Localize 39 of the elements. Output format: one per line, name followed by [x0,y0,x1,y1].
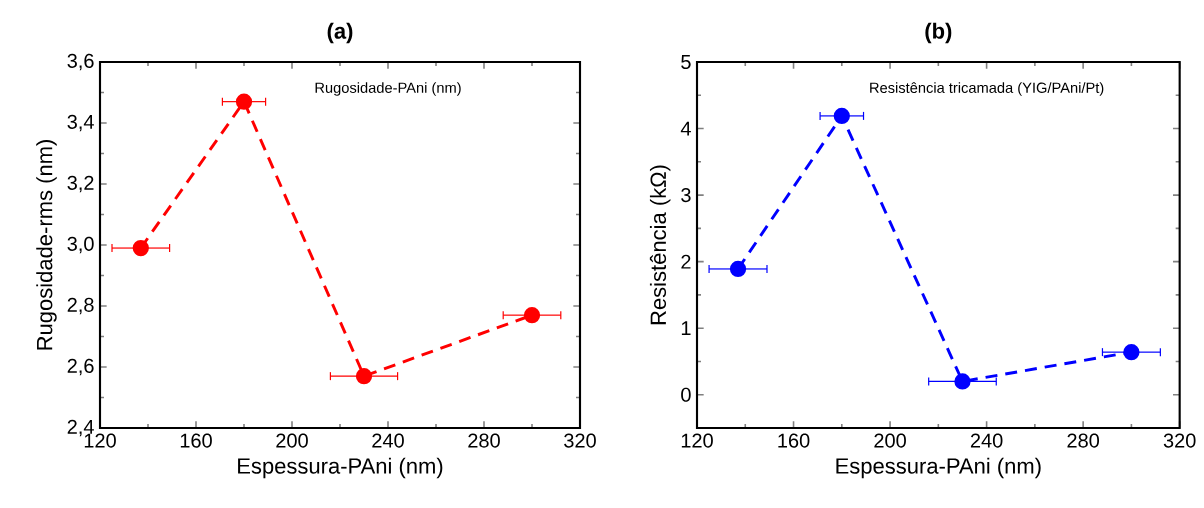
y-tick-label: 2,8 [67,297,94,315]
x-tick-label: 160 [778,433,810,448]
y-tick-label: 5 [681,55,691,69]
x-tick-label: 280 [1067,433,1100,448]
x-tick-label: 320 [564,433,596,448]
point [954,373,971,390]
point [523,307,541,324]
chart-title: (b) [925,22,952,44]
point [833,107,850,125]
x-tick-label: 240 [372,433,404,448]
point [729,260,747,278]
y-tick-label: 3 [681,188,691,203]
y-tick-label: 1 [681,321,691,336]
point [355,368,373,385]
y-tick-label: 3,6 [67,53,94,71]
point [235,93,253,110]
x-tick-label: 320 [1163,433,1196,448]
y-tick-label: 3,0 [67,236,94,254]
x-axis-title: Espessura-PAni (nm) [836,457,1041,479]
x-tick-label: 160 [180,433,212,448]
y-tick-label: 2,6 [67,358,94,376]
annotation: Resistência tricamada (YIG/PAni/Pt) [870,82,1104,96]
point [132,239,149,257]
x-tick-label: 120 [681,433,713,448]
y-axis-title: Resistência (kΩ) [649,165,671,325]
y-tick-label: 0 [681,387,691,402]
y-tick-label: 4 [680,121,691,136]
x-axis-title: Espessura-PAni (nm) [238,457,443,479]
x-tick-label: 200 [874,433,906,448]
x-tick-label: 280 [468,433,500,448]
y-tick-label: 2 [681,254,691,269]
y-axis-title: Rugosidade-rms (nm) [36,140,57,350]
x-tick-label: 240 [970,433,1003,448]
annotation: Rugosidade-PAni (nm) [315,82,461,96]
y-tick-label: 3,2 [67,175,94,193]
x-tick-label: 200 [276,433,308,448]
point [1123,344,1140,361]
y-tick-label: 3,4 [67,114,94,132]
chart-title: (a) [327,22,353,44]
